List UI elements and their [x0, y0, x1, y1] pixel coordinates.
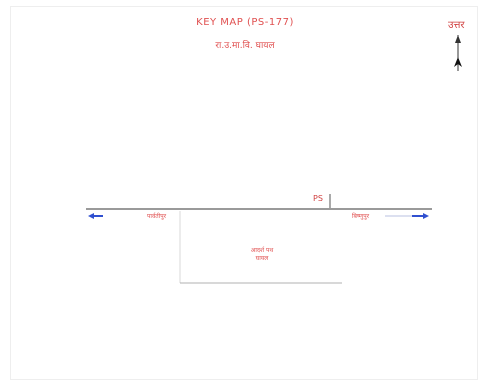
polling-station-label: PS: [313, 194, 323, 203]
left-arrowhead: [88, 213, 94, 219]
plot-label-line-2: घायल: [255, 255, 269, 262]
left-destination-label: पार्वतीपुर: [147, 213, 167, 220]
map-subtitle: रा.उ.मा.वि. घायल: [215, 41, 275, 51]
north-arrow-icon: [454, 35, 462, 71]
north-label: उत्तर: [448, 20, 465, 31]
right-destination-label: बिष्णुपुर: [352, 213, 370, 220]
right-arrowhead: [423, 213, 429, 219]
map-title: KEY MAP (PS-177): [196, 17, 294, 28]
map-frame: [10, 6, 478, 380]
plot-label-line-1: आदर्श पथ: [250, 247, 274, 254]
plot-label: आदर्श पथ घायल: [222, 247, 302, 263]
